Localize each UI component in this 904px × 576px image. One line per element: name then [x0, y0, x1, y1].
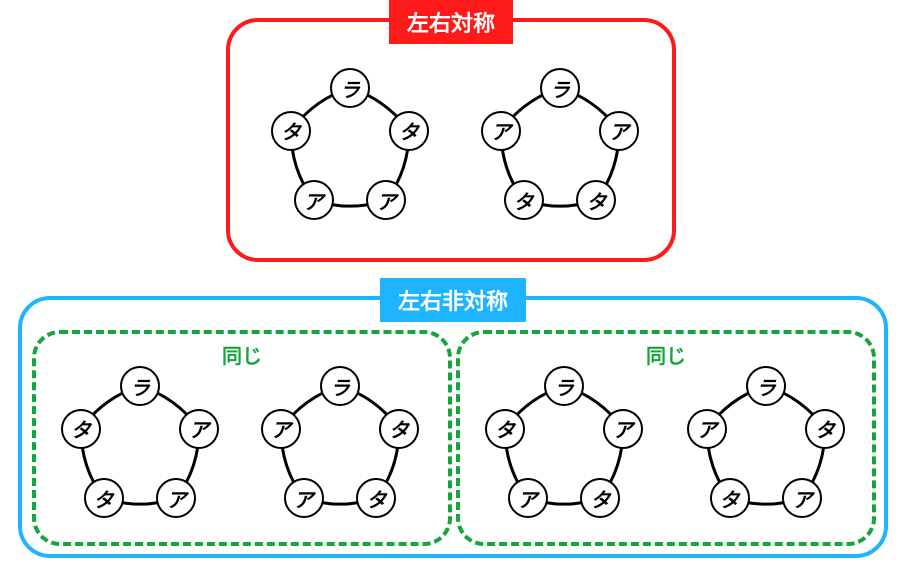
- pentagon-node: タ: [485, 409, 525, 449]
- pentagon-node: ア: [294, 180, 334, 220]
- pentagon-node: タ: [389, 111, 429, 151]
- pentagon-3: ラタタアア: [250, 358, 430, 538]
- pentagon-node: タ: [379, 409, 419, 449]
- pentagon-node: ア: [599, 111, 639, 151]
- pentagon-node: ア: [261, 409, 301, 449]
- pentagon-node: ア: [481, 111, 521, 151]
- pentagon-node: ラ: [120, 366, 160, 406]
- pentagon-node: タ: [271, 111, 311, 151]
- pentagon-node: ラ: [746, 366, 786, 406]
- pentagon-node: ラ: [320, 366, 360, 406]
- pentagon-node: ラ: [544, 366, 584, 406]
- pentagon-node: ア: [366, 180, 406, 220]
- pentagon-node: タ: [580, 478, 620, 518]
- pentagon-node: ア: [687, 409, 727, 449]
- asymmetric-label: 左右非対称: [380, 278, 526, 322]
- pentagon-node: タ: [710, 478, 750, 518]
- pentagon-node: タ: [576, 180, 616, 220]
- pentagon-node: ア: [179, 409, 219, 449]
- pentagon-node: ア: [782, 478, 822, 518]
- symmetric-label: 左右対称: [389, 0, 513, 44]
- pentagon-node: タ: [805, 409, 845, 449]
- pentagon-node: ア: [284, 478, 324, 518]
- pentagon-node: ラ: [540, 68, 580, 108]
- pentagon-0: ラタアアタ: [260, 60, 440, 240]
- pentagon-node: ア: [603, 409, 643, 449]
- pentagon-node: タ: [504, 180, 544, 220]
- pentagon-2: ラアアタタ: [50, 358, 230, 538]
- pentagon-node: ラ: [330, 68, 370, 108]
- pentagon-4: ラアタアタ: [474, 358, 654, 538]
- pentagon-node: タ: [356, 478, 396, 518]
- pentagon-node: タ: [84, 478, 124, 518]
- pentagon-node: ア: [156, 478, 196, 518]
- pentagon-1: ラアタタア: [470, 60, 650, 240]
- pentagon-node: ア: [508, 478, 548, 518]
- pentagon-node: タ: [61, 409, 101, 449]
- pentagon-5: ラタアタア: [676, 358, 856, 538]
